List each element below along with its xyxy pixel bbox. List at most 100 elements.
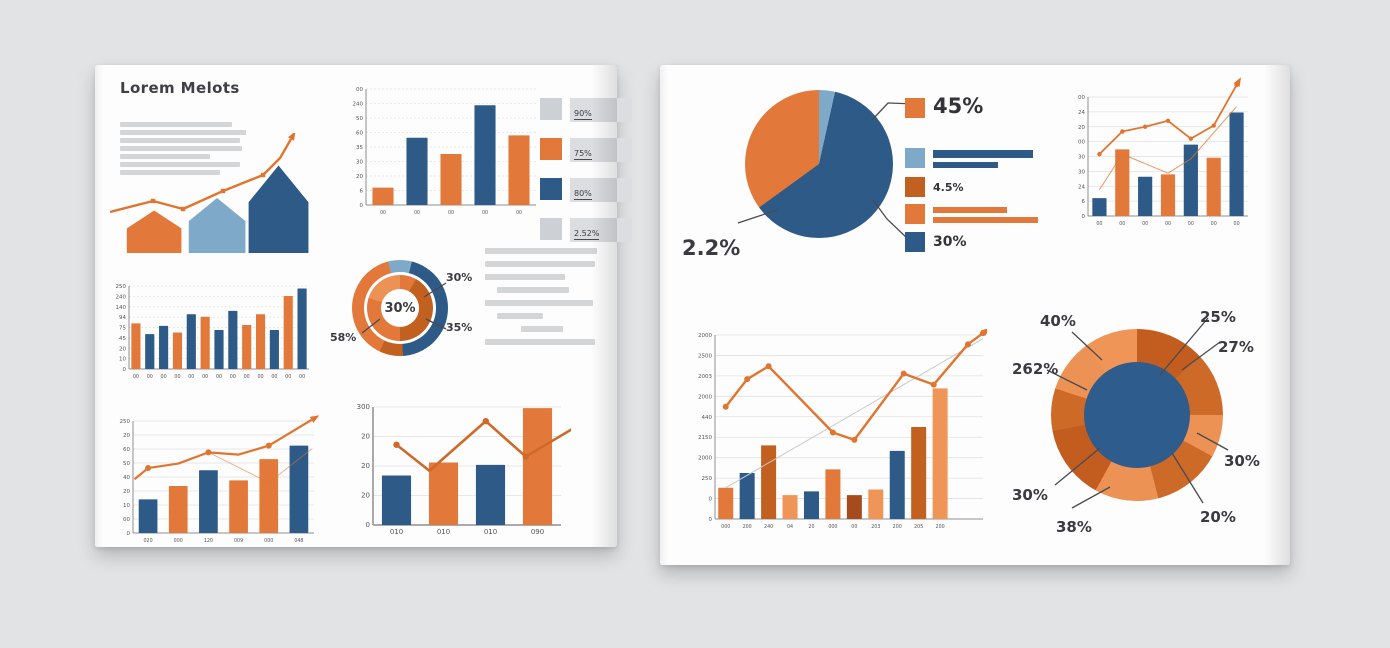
svg-text:40: 40 (123, 475, 130, 481)
svg-text:250: 250 (702, 476, 713, 482)
bottom-left-combo-chart: 250 20 60 50 40 20 10 00 0 020 000 120 009 000 048 (115, 415, 320, 547)
svg-text:250: 250 (116, 284, 127, 290)
svg-text:120: 120 (204, 538, 213, 544)
svg-text:00: 00 (147, 374, 153, 380)
svg-text:20: 20 (1078, 125, 1085, 131)
svg-text:0: 0 (366, 521, 370, 529)
svg-text:60: 60 (356, 131, 363, 137)
top-bar-legend: 90% 75% 80% 2.52% (540, 98, 632, 258)
svg-text:00: 00 (188, 374, 194, 380)
svg-text:20: 20 (119, 346, 126, 352)
svg-text:00: 00 (230, 374, 236, 380)
svg-text:250: 250 (120, 419, 131, 425)
svg-text:00: 00 (1165, 221, 1171, 227)
svg-text:20: 20 (361, 492, 370, 500)
bottom-combo-chart: 2000 2500 2003 2000 440 2150 2000 250 0 0 000 200 24… (685, 327, 991, 537)
svg-text:0: 0 (127, 531, 131, 537)
svg-text:94: 94 (119, 315, 126, 321)
svg-text:00: 00 (380, 210, 386, 216)
svg-text:30: 30 (1078, 169, 1085, 175)
right-card: 2.2% 45% 4.5% 30% 00 24 20 00 30 30 24 6 0 00 00 00 00… (660, 65, 1290, 565)
svg-text:240: 240 (764, 524, 773, 530)
svg-text:00: 00 (414, 210, 420, 216)
svg-text:00: 00 (174, 374, 180, 380)
svg-text:009: 009 (234, 538, 243, 544)
svg-text:200: 200 (893, 524, 902, 530)
svg-text:048: 048 (294, 538, 303, 544)
page-title: Lorem Melots (120, 79, 240, 97)
svg-text:140: 140 (116, 305, 127, 311)
svg-text:000: 000 (264, 538, 273, 544)
svg-text:010: 010 (390, 528, 403, 536)
svg-text:20: 20 (808, 524, 814, 530)
svg-text:00: 00 (356, 87, 363, 93)
svg-text:60: 60 (123, 447, 130, 453)
svg-text:20: 20 (361, 433, 370, 441)
svg-text:240: 240 (116, 294, 127, 300)
svg-text:440: 440 (702, 415, 713, 421)
svg-text:2003: 2003 (698, 374, 712, 380)
svg-text:00: 00 (1234, 221, 1240, 227)
mid-bar-chart: 250 240 140 94 75 45 20 10 0 00 00 00 00 00 00 00 00 00 00… (113, 283, 313, 380)
svg-text:0: 0 (709, 517, 713, 523)
svg-text:0: 0 (1082, 214, 1086, 220)
svg-text:00: 00 (482, 210, 488, 216)
svg-text:00: 00 (1188, 221, 1194, 227)
svg-text:24: 24 (1078, 110, 1085, 116)
svg-text:00: 00 (851, 524, 857, 530)
svg-text:00: 00 (271, 374, 277, 380)
svg-text:200: 200 (936, 524, 945, 530)
svg-text:2000: 2000 (698, 333, 712, 339)
svg-text:30: 30 (1078, 155, 1085, 161)
svg-text:2000: 2000 (698, 394, 712, 400)
svg-text:00: 00 (1096, 221, 1102, 227)
svg-text:000: 000 (174, 538, 183, 544)
svg-text:240: 240 (353, 102, 364, 108)
svg-text:00: 00 (161, 374, 167, 380)
svg-text:010: 010 (484, 528, 497, 536)
top-bar-chart: 00 240 50 60 35 30 20 6 0 00 00 00 00 00 (348, 85, 540, 218)
svg-text:75: 75 (119, 326, 126, 332)
svg-text:0: 0 (360, 203, 364, 209)
bottom-mid-combo-chart: 300 20 20 20 0 010 010 010 090 (353, 403, 586, 543)
svg-text:010: 010 (437, 528, 450, 536)
top-right-combo-chart: 00 24 20 00 30 30 24 6 0 00 00 00 00 00 00 00 (1078, 77, 1256, 229)
side-paragraph (485, 248, 610, 352)
svg-text:00: 00 (285, 374, 291, 380)
svg-text:6: 6 (360, 189, 364, 195)
svg-text:300: 300 (357, 403, 370, 411)
svg-text:00: 00 (516, 210, 522, 216)
svg-text:200: 200 (743, 524, 752, 530)
small-donut-chart: 30% 30% 35% 58% (320, 245, 485, 380)
svg-text:00: 00 (1078, 140, 1085, 146)
svg-text:205: 205 (914, 524, 923, 530)
svg-text:090: 090 (531, 528, 544, 536)
svg-text:2150: 2150 (698, 435, 712, 441)
svg-text:00: 00 (133, 374, 139, 380)
svg-text:00: 00 (257, 374, 263, 380)
svg-text:020: 020 (144, 538, 153, 544)
svg-text:20: 20 (361, 462, 370, 470)
svg-text:24: 24 (1078, 184, 1085, 190)
svg-text:10: 10 (119, 357, 126, 363)
svg-text:04: 04 (787, 524, 793, 530)
svg-text:45: 45 (119, 336, 126, 342)
svg-text:50: 50 (123, 461, 130, 467)
svg-text:00: 00 (216, 374, 222, 380)
svg-text:00: 00 (1211, 221, 1217, 227)
svg-text:30: 30 (356, 160, 363, 166)
svg-text:20: 20 (123, 489, 130, 495)
svg-text:000: 000 (828, 524, 837, 530)
svg-text:6: 6 (1082, 199, 1086, 205)
svg-text:00: 00 (202, 374, 208, 380)
svg-text:00: 00 (1078, 95, 1085, 101)
intro-paragraph (120, 122, 260, 178)
svg-text:20: 20 (123, 433, 130, 439)
svg-text:00: 00 (1119, 221, 1125, 227)
svg-text:00: 00 (448, 210, 454, 216)
svg-text:00: 00 (299, 374, 305, 380)
svg-text:0: 0 (123, 367, 127, 373)
big-donut-chart: 25% 27% 40% 262% 30% 38% 20% 30% (1012, 308, 1260, 536)
svg-text:50: 50 (356, 116, 363, 122)
